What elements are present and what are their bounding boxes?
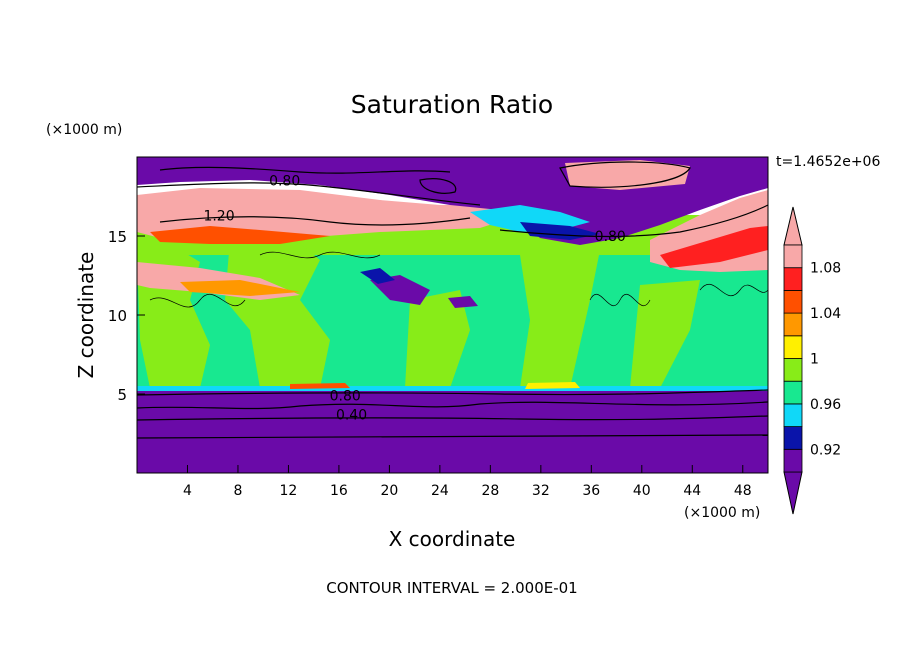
colorbar-swatch bbox=[783, 358, 803, 382]
colorbar-tick-label: 0.92 bbox=[810, 442, 841, 458]
field-lime-patch bbox=[630, 280, 700, 388]
x-tick-label: 24 bbox=[431, 483, 449, 499]
contour-line bbox=[137, 389, 768, 396]
field-purple-intrusion bbox=[370, 275, 430, 305]
colorbar-tick-label: 1.08 bbox=[810, 261, 841, 277]
y-tick-label: 10 bbox=[108, 307, 127, 325]
colorbar-tick-label: 1 bbox=[810, 352, 819, 368]
contour-line bbox=[259, 251, 381, 259]
colorbar-extend-max bbox=[783, 206, 803, 246]
x-tick-label: 28 bbox=[481, 483, 499, 499]
contour-label: 0.80 bbox=[330, 389, 361, 405]
contour-line bbox=[149, 293, 246, 308]
colorbar-tick-label: 0.96 bbox=[810, 397, 841, 413]
field-orange-streak bbox=[180, 280, 300, 296]
heatmap-plot-area: 0.80 1.20 0.80 0.80 0.40 bbox=[137, 157, 768, 473]
field-pink-band bbox=[137, 188, 530, 240]
y-axis-label: Z coordinate bbox=[74, 252, 98, 379]
colorbar-swatch bbox=[783, 448, 803, 473]
time-label: t=1.4652e+06 bbox=[776, 154, 880, 170]
y-tick-label: 15 bbox=[108, 228, 127, 246]
field-boundary-highlight bbox=[290, 383, 350, 389]
contour-line bbox=[137, 415, 768, 421]
contour-line bbox=[159, 166, 451, 174]
contour-line bbox=[159, 216, 471, 226]
colorbar: 0.92 0.96 1 1.04 1.08 bbox=[783, 206, 841, 515]
x-axis-label: X coordinate bbox=[389, 527, 516, 551]
field-purple-intrusion bbox=[448, 296, 478, 308]
colorbar-swatch bbox=[783, 403, 803, 427]
colorbar-swatch bbox=[783, 335, 803, 359]
field-lime-patch bbox=[405, 290, 470, 388]
contour-line bbox=[499, 204, 768, 238]
y-tick-label: 5 bbox=[117, 386, 127, 404]
contour-line bbox=[137, 182, 481, 206]
field-red-streak bbox=[150, 226, 330, 244]
x-tick-label: 48 bbox=[734, 483, 752, 499]
contour-line bbox=[699, 283, 768, 297]
x-unit-label: (×1000 m) bbox=[684, 505, 760, 521]
contour-line bbox=[419, 178, 457, 194]
colorbar-swatch bbox=[783, 312, 803, 337]
contour-label: 0.80 bbox=[269, 174, 300, 190]
x-tick-label: 40 bbox=[633, 483, 651, 499]
field-red-streak bbox=[660, 226, 768, 268]
y-unit-label: (×1000 m) bbox=[46, 122, 122, 138]
field-lime-patch bbox=[520, 250, 600, 388]
colorbar-extend-min bbox=[783, 471, 803, 515]
chart-title: Saturation Ratio bbox=[351, 90, 553, 119]
x-tick-label: 4 bbox=[183, 483, 192, 499]
field-boundary-band bbox=[137, 386, 768, 392]
field-bottom-purple bbox=[137, 391, 768, 473]
colorbar-swatch bbox=[783, 244, 803, 269]
field-lime-patch bbox=[225, 235, 330, 388]
contour-label: 1.20 bbox=[203, 208, 234, 224]
x-tick-label: 8 bbox=[233, 483, 242, 499]
field-blue-intrusion bbox=[360, 268, 395, 284]
field-boundary-highlight bbox=[525, 382, 580, 389]
x-tick-label: 16 bbox=[330, 483, 348, 499]
x-tick-label: 44 bbox=[683, 483, 701, 499]
footer-contour-interval: CONTOUR INTERVAL = 2.000E-01 bbox=[326, 579, 577, 597]
x-tick-label: 20 bbox=[380, 483, 398, 499]
x-tick-label: 36 bbox=[582, 483, 600, 499]
x-tick-label: 12 bbox=[280, 483, 298, 499]
colorbar-swatch bbox=[783, 289, 803, 314]
x-tick-label: 32 bbox=[532, 483, 550, 499]
contour-label: 0.80 bbox=[595, 229, 626, 245]
colorbar-swatch bbox=[783, 380, 803, 405]
colorbar-swatch bbox=[783, 426, 803, 450]
contour-line bbox=[137, 401, 768, 410]
contour-line bbox=[137, 434, 768, 439]
contour-label: 0.40 bbox=[336, 408, 367, 424]
colorbar-swatch bbox=[783, 267, 803, 291]
contour-line bbox=[589, 293, 651, 307]
contour-line bbox=[559, 161, 691, 188]
colorbar-tick-label: 1.04 bbox=[810, 306, 841, 322]
